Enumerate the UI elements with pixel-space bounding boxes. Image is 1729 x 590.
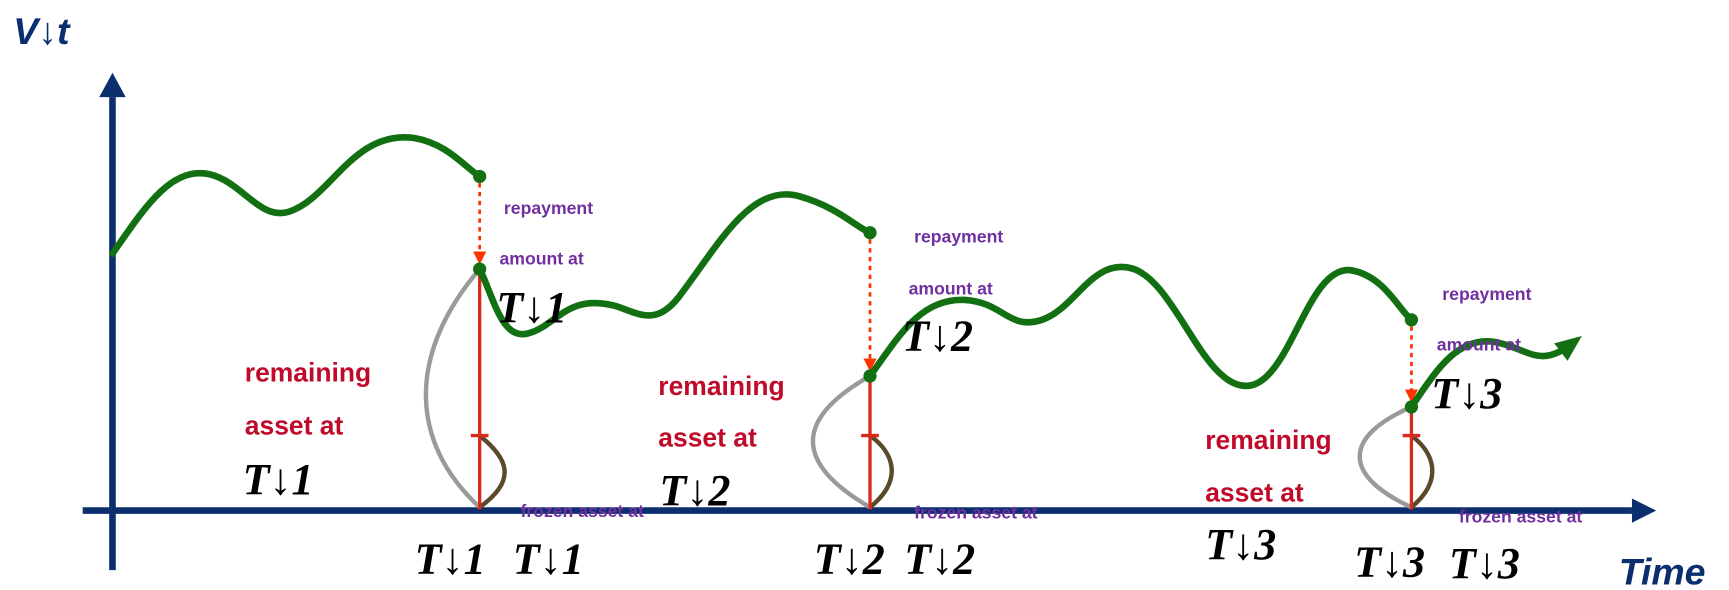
frozen-label: frozen asset at bbox=[1459, 507, 1583, 527]
remaining-label: remaining bbox=[1205, 425, 1331, 455]
remaining-label: remaining bbox=[245, 358, 371, 388]
repayment-time: T↓3 bbox=[1431, 369, 1502, 418]
frozen-curves bbox=[423, 267, 1435, 510]
time-tick: T↓3 bbox=[1354, 538, 1425, 587]
remaining-time: T↓1 bbox=[243, 455, 314, 504]
remaining-label: remaining bbox=[658, 371, 784, 401]
y-arrow bbox=[99, 72, 126, 98]
value-dots bbox=[473, 169, 1419, 414]
repayment-time: T↓1 bbox=[496, 283, 567, 332]
remaining-label: asset at bbox=[658, 423, 757, 453]
repayment-label: amount at bbox=[1437, 335, 1521, 355]
repayment-time: T↓2 bbox=[902, 312, 973, 361]
time-tick: T↓1 bbox=[415, 534, 486, 583]
remaining-label: asset at bbox=[245, 410, 344, 440]
x-arrow bbox=[1631, 498, 1657, 523]
remaining-label: asset at bbox=[1205, 478, 1304, 508]
repayment-label: repayment bbox=[914, 227, 1003, 247]
time-tick: T↓2 bbox=[814, 534, 885, 583]
frozen-label: frozen asset at bbox=[520, 501, 644, 521]
y-label: V↓t bbox=[13, 10, 71, 52]
frozen-time: T↓3 bbox=[1449, 539, 1520, 588]
repayment-label: amount at bbox=[500, 249, 584, 269]
value-curve bbox=[109, 134, 1582, 411]
repayment-label: amount at bbox=[909, 278, 993, 298]
frozen-time: T↓2 bbox=[904, 534, 975, 583]
repayment-arrows bbox=[473, 183, 1419, 403]
repayment-label: repayment bbox=[1442, 284, 1531, 304]
x-label: Time bbox=[1619, 550, 1706, 590]
remaining-time: T↓3 bbox=[1205, 520, 1276, 569]
frozen-time: T↓1 bbox=[513, 534, 584, 583]
red-lines bbox=[470, 269, 1421, 510]
frozen-label: frozen asset at bbox=[914, 502, 1038, 522]
remaining-time: T↓2 bbox=[659, 466, 730, 515]
repayment-label: repayment bbox=[504, 198, 593, 218]
